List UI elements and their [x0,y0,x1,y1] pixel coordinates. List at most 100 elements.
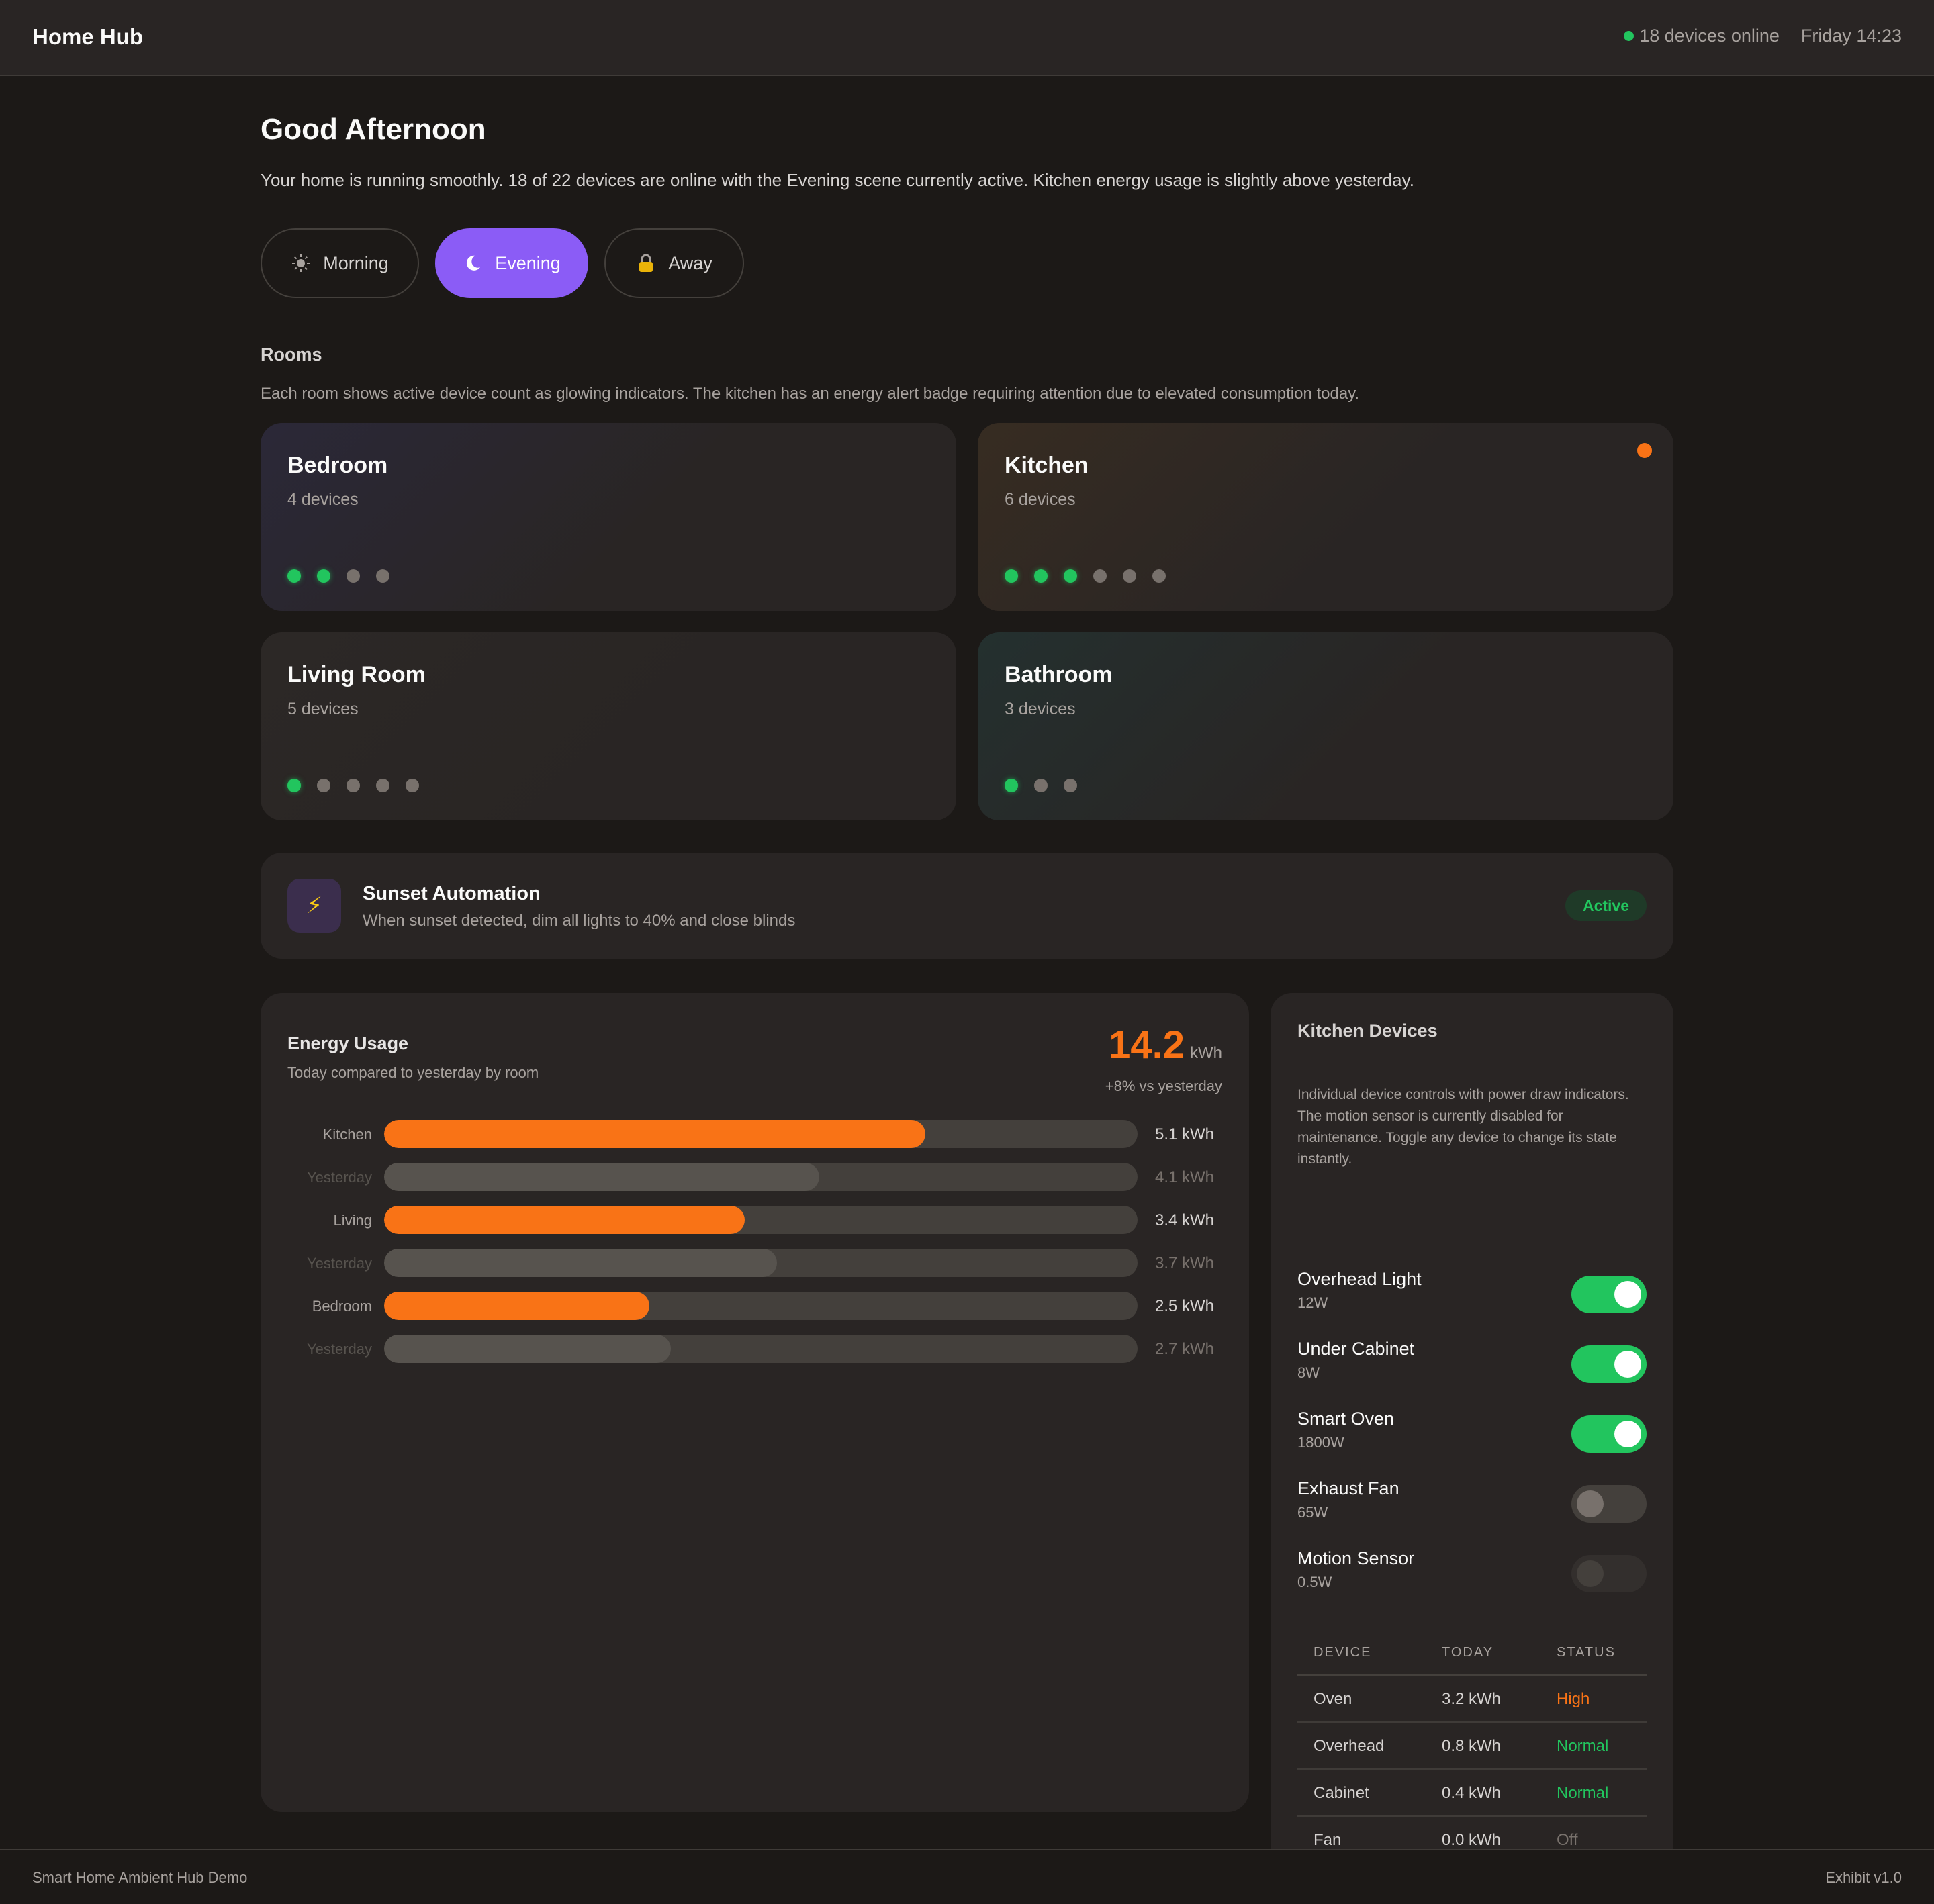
device-indicators [287,779,435,792]
room-card-bathroom[interactable]: Bathroom 3 devices [978,632,1673,820]
exhaust-fan-toggle[interactable] [1571,1485,1647,1523]
cell-status: Normal [1557,1784,1609,1802]
bar-label: Kitchen [322,1126,372,1143]
energy-total: 14.2 kWh [1109,1022,1222,1067]
datetime: Friday 14:23 [1800,26,1902,46]
table-row: Cabinet 0.4 kWh Normal [1297,1770,1647,1817]
energy-bar-row-living: Living 3.4 kWh [261,1206,1249,1234]
scene-away-button[interactable]: Away [604,228,744,298]
footer-left-text: Smart Home Ambient Hub Demo [32,1869,248,1886]
bar-fill [384,1206,745,1234]
overhead-light-toggle[interactable] [1571,1276,1647,1313]
cell-today: 3.2 kWh [1442,1690,1502,1708]
bar-track [384,1206,1138,1234]
footer-version: Exhibit v1.0 [1825,1869,1902,1886]
lock-icon [636,253,656,273]
device-power: 1800W [1297,1434,1344,1451]
cell-device: Fan [1314,1831,1342,1849]
energy-bar-row-kitchen: Kitchen 5.1 kWh [261,1120,1249,1148]
table-row: Oven 3.2 kWh High [1297,1676,1647,1723]
toggle-knob [1577,1490,1604,1517]
device-row-under-cabinet: Under Cabinet 8W [1297,1339,1647,1392]
device-indicator-idle [376,569,389,583]
device-indicator-active [287,779,301,792]
automation-card[interactable]: ⚡ Sunset Automation When sunset detected… [261,853,1673,959]
toggle-knob [1614,1421,1641,1447]
device-indicator-active [1034,569,1048,583]
device-row-exhaust-fan: Exhaust Fan 65W [1297,1478,1647,1532]
bar-fill [384,1292,650,1320]
device-indicators [1005,569,1182,583]
energy-total-unit: kWh [1190,1044,1222,1062]
device-indicators [1005,779,1093,792]
home-summary: Your home is running smoothly. 18 of 22 … [261,170,1414,190]
energy-bar-row-yesterday: Yesterday 2.7 kWh [261,1335,1249,1363]
bar-label: Yesterday [306,1255,372,1272]
motion-sensor-toggle[interactable] [1571,1555,1647,1592]
column-header-device: DEVICE [1314,1645,1372,1660]
device-power: 0.5W [1297,1574,1332,1590]
table-row: Overhead 0.8 kWh Normal [1297,1723,1647,1770]
automation-description: When sunset detected, dim all lights to … [363,912,796,930]
energy-bar-row-bedroom: Bedroom 2.5 kWh [261,1292,1249,1320]
device-indicator-active [1005,569,1018,583]
device-indicators [287,569,406,583]
energy-usage-card: Energy Usage Today compared to yesterday… [261,993,1249,1812]
device-name: Motion Sensor [1297,1548,1415,1568]
device-power: 8W [1297,1364,1320,1381]
automation-title: Sunset Automation [363,883,541,904]
device-indicator-active [1064,569,1077,583]
energy-delta: +8% vs yesterday [1105,1078,1222,1094]
column-header-status: STATUS [1557,1645,1616,1660]
room-device-count: 5 devices [287,700,359,718]
device-energy-table: DEVICE TODAY STATUS Oven 3.2 kWh High Ov… [1297,1629,1647,1864]
room-name: Living Room [287,662,426,687]
status-badge: Active [1565,890,1647,921]
bar-value: 2.5 kWh [1155,1297,1215,1315]
bar-fill [384,1249,777,1277]
moon-icon [463,253,483,273]
device-indicator-idle [1064,779,1077,792]
page-title: Good Afternoon [261,113,486,146]
cell-device: Cabinet [1314,1784,1369,1802]
cell-status: Normal [1557,1737,1609,1755]
room-card-living-room[interactable]: Living Room 5 devices [261,632,956,820]
bar-fill [384,1163,819,1191]
device-power: 65W [1297,1504,1328,1521]
cell-today: 0.8 kWh [1442,1737,1502,1755]
scene-label: Evening [495,252,561,273]
rooms-heading: Rooms [261,344,322,365]
kitchen-devices-card: Kitchen Devices Individual device contro… [1271,993,1673,1893]
under-cabinet-toggle[interactable] [1571,1345,1647,1383]
room-device-count: 4 devices [287,490,359,509]
scene-evening-button[interactable]: Evening [435,228,588,298]
bar-value: 4.1 kWh [1155,1168,1215,1186]
device-indicator-idle [1093,569,1107,583]
energy-alert-badge [1637,443,1652,458]
toggle-knob [1614,1281,1641,1308]
room-card-bedroom[interactable]: Bedroom 4 devices [261,423,956,611]
top-bar: Home Hub 18 devices online Friday 14:23 [0,0,1934,76]
room-name: Kitchen [1005,453,1089,478]
device-indicator-idle [1034,779,1048,792]
room-card-kitchen[interactable]: Kitchen 6 devices [978,423,1673,611]
energy-bar-row-yesterday: Yesterday 4.1 kWh [261,1163,1249,1191]
bar-fill [384,1335,671,1363]
device-row-motion-sensor: Motion Sensor 0.5W [1297,1548,1647,1602]
bar-label: Living [333,1212,372,1229]
room-name: Bedroom [287,453,388,478]
bar-value: 5.1 kWh [1155,1125,1215,1143]
device-indicator-idle [1123,569,1136,583]
bar-value: 3.4 kWh [1155,1211,1215,1229]
smart-oven-toggle[interactable] [1571,1415,1647,1453]
cell-device: Overhead [1314,1737,1385,1755]
toggle-knob [1614,1351,1641,1378]
energy-title: Energy Usage [287,1033,409,1053]
scene-label: Morning [323,252,389,273]
bar-track [384,1163,1138,1191]
lightning-icon: ⚡ [287,879,341,933]
device-indicator-idle [406,779,419,792]
online-status-dot [1624,31,1634,41]
scene-morning-button[interactable]: Morning [261,228,419,298]
kitchen-devices-title: Kitchen Devices [1297,1020,1438,1041]
